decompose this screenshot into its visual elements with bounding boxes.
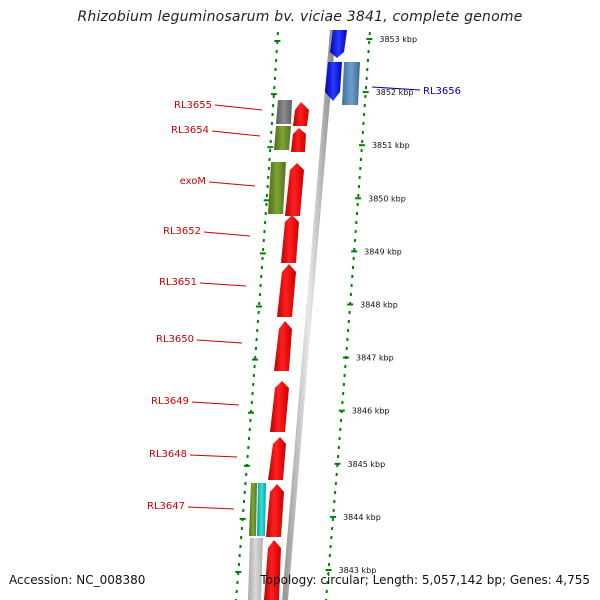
cds-rl3654 bbox=[291, 128, 306, 152]
gene-label-rl3648[interactable]: RL3648 bbox=[149, 449, 187, 460]
scale-tick-label: 3852 kbp bbox=[376, 88, 414, 97]
cds-exom bbox=[285, 163, 304, 216]
reverse-cds-rl3656 bbox=[342, 62, 360, 105]
scale-tick-label: 3845 kbp bbox=[347, 460, 385, 469]
reverse-strand-features bbox=[325, 30, 360, 105]
scale-tick-label: 3851 kbp bbox=[372, 141, 410, 150]
scale-tick-label: 3847 kbp bbox=[356, 354, 394, 363]
gene-label-rl3655[interactable]: RL3655 bbox=[174, 100, 212, 111]
forward-strand-features bbox=[248, 100, 309, 600]
cds-rl3648 bbox=[268, 437, 286, 480]
reverse-cds-top bbox=[330, 30, 347, 58]
gene-label-rl3649[interactable]: RL3649 bbox=[151, 396, 189, 407]
gene-label-rl3650[interactable]: RL3650 bbox=[156, 334, 194, 345]
accession-text: Accession: NC_008380 bbox=[9, 573, 146, 587]
gene-label-rl3656[interactable]: RL3656 bbox=[423, 86, 461, 97]
gene-label-rl3651[interactable]: RL3651 bbox=[159, 277, 197, 288]
cds-rl3649 bbox=[270, 381, 289, 432]
map-title: Rhizobium leguminosarum bv. viciae 3841,… bbox=[77, 9, 523, 25]
scale-tick-label: 3848 kbp bbox=[360, 301, 398, 310]
feature-rl3655-gray bbox=[276, 100, 292, 124]
feature-rl3654-olive bbox=[274, 126, 291, 150]
reverse-cds-rl3656-blue bbox=[325, 62, 342, 101]
gene-label-exom[interactable]: exoM bbox=[180, 176, 206, 187]
scale-ticks: 3853 kbp 3852 kbp 3851 kbp 3850 kbp 3849 kbp… bbox=[235, 35, 417, 575]
topology-text: Topology: circular; Length: 5,057,142 bp… bbox=[260, 573, 590, 587]
feature-rl3647-olive bbox=[249, 483, 257, 536]
scale-tick-label: 3853 kbp bbox=[379, 35, 417, 44]
cds-rl3650 bbox=[274, 321, 292, 371]
gene-label-rl3647[interactable]: RL3647 bbox=[147, 501, 185, 512]
scale-tick-label: 3844 kbp bbox=[343, 513, 381, 522]
feature-exom-olive bbox=[268, 162, 286, 214]
scale-tick-label: 3849 kbp bbox=[364, 247, 402, 256]
feature-rl3647-teal bbox=[257, 483, 266, 536]
backbone-ring bbox=[282, 29, 336, 600]
scale-tick-label: 3850 kbp bbox=[368, 194, 406, 203]
gene-label-rl3652[interactable]: RL3652 bbox=[163, 226, 201, 237]
cds-rl3647 bbox=[266, 484, 284, 537]
gene-label-rl3654[interactable]: RL3654 bbox=[171, 125, 209, 136]
scale-tick-label: 3846 kbp bbox=[352, 407, 390, 416]
feature-light-gray bbox=[248, 538, 263, 600]
gene-labels: RL3656 RL3655 RL3654 exoM RL3652 RL3651 … bbox=[147, 86, 461, 512]
scale-tick-label: 3843 kbp bbox=[339, 566, 377, 575]
cds-bottom bbox=[264, 540, 281, 600]
cds-rl3651 bbox=[277, 264, 296, 317]
cds-rl3652 bbox=[281, 215, 299, 263]
cds-rl3655 bbox=[293, 102, 309, 126]
